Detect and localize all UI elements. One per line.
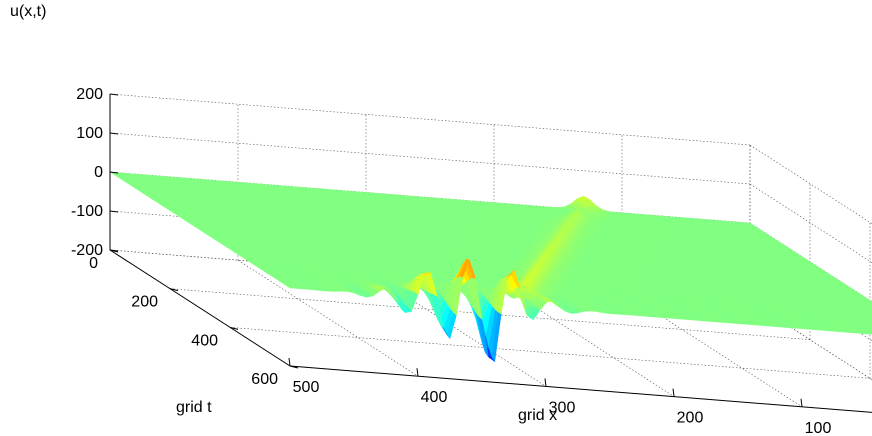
grid-line xyxy=(749,144,872,224)
grid-line xyxy=(237,259,419,377)
surface-mesh xyxy=(109,171,872,363)
grid-line xyxy=(109,93,751,146)
grid-line xyxy=(109,132,751,185)
grid-line xyxy=(289,365,872,413)
grid-line xyxy=(749,183,872,263)
grid-line xyxy=(229,327,871,379)
